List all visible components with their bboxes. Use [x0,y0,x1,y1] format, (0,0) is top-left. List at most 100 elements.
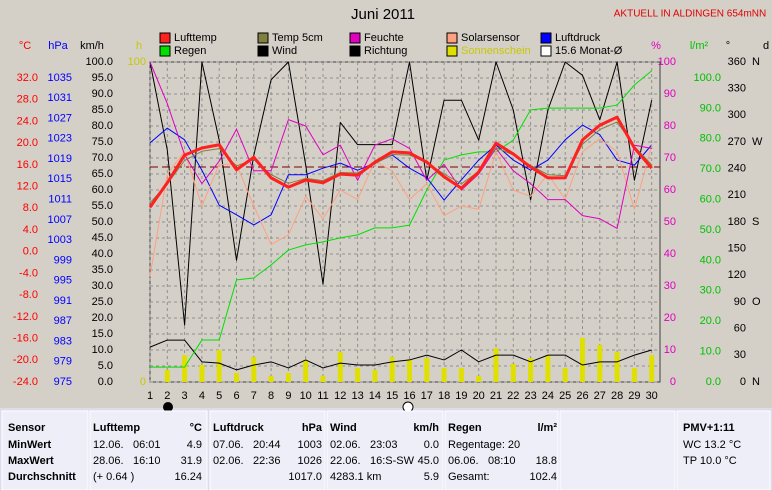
y-tick-label: 180 [728,216,746,228]
y-tick-label: 300 [728,109,746,121]
x-tick-label: 21 [490,390,502,402]
table-value: Gesamt: [448,471,490,483]
y-tick-label: 40.0 [92,248,113,260]
y-tick-label: -4.0 [19,267,38,279]
table-value: 1003 [298,439,322,451]
axis-unit: % [651,40,661,52]
y-tick-label: 10.0 [700,346,721,358]
table-header-unit: °C [190,422,202,434]
table-value: 23:03 [370,439,398,451]
compass-label: O [752,296,761,308]
series-line [149,124,653,226]
x-tick-label: 1 [147,390,153,402]
y-tick-label: 4.0 [23,224,38,236]
y-tick-label: 40.0 [700,254,721,266]
table-value: 22:36 [253,455,281,467]
axis-unit: ° [726,40,730,52]
x-tick-label: 6 [233,390,239,402]
y-tick-label: 1019 [48,153,72,165]
legend-swatch [446,45,458,57]
y-tick-label: 0 [670,376,676,388]
sunshine-bar [562,367,568,382]
y-tick-label: 991 [54,295,72,307]
y-tick-label: 80 [664,120,676,132]
y-tick-label: 60.0 [700,194,721,206]
row-label: Durchschnitt [8,471,76,483]
y-tick-label: 995 [54,275,72,287]
sunshine-bar [234,373,239,382]
legend-swatch [257,32,269,44]
axis-unit: km/h [80,40,104,52]
y-tick-label: 120 [728,269,746,281]
table-value: 45.0 [418,455,439,467]
legend-swatch [540,45,552,57]
y-tick-label: 5.0 [98,360,113,372]
y-tick-label: 30 [664,280,676,292]
y-tick-label: -20.0 [13,354,38,366]
sunshine-bar [614,351,620,382]
axis-unit: hPa [48,40,68,52]
y-tick-label: 1011 [48,194,72,206]
y-tick-label: 983 [54,335,72,347]
y-tick-label: 60 [734,323,746,335]
legend-label: Wind [272,45,297,57]
sunshine-bar [389,357,395,382]
y-tick-label: 0.0 [706,376,721,388]
table-header-unit: km/h [413,422,439,434]
sunshine-bar [407,359,412,382]
legend-swatch [349,45,361,57]
table-cell [1,410,89,490]
x-tick-label: 30 [646,390,658,402]
sunshine-bar [182,355,188,382]
series-line [149,61,653,326]
y-tick-label: 10 [664,344,676,356]
x-tick-label: 9 [285,390,291,402]
table-value: 4283.1 km [330,471,381,483]
station-label: AKTUELL IN ALDINGEN 654mNN [614,9,766,20]
legend-swatch [446,32,458,44]
legend-label: Feuchte [364,32,404,44]
sunshine-bar [199,365,205,382]
table-value: 0.0 [424,439,439,451]
y-tick-label: 90.0 [700,102,721,114]
x-tick-label: 17 [421,390,433,402]
y-tick-label: 90 [664,88,676,100]
legend-label: Luftdruck [555,32,601,44]
y-tick-label: 80.0 [700,133,721,145]
legend-swatch [349,32,361,44]
table-header: Lufttemp [93,422,140,434]
sunshine-bar [631,367,637,382]
table-value: 16.24 [174,471,202,483]
y-tick-label: 90 [734,296,746,308]
y-tick-label: 50 [664,216,676,228]
row-label: MinWert [8,439,52,451]
y-tick-label: 1035 [48,72,72,84]
y-tick-label: 50.0 [92,216,113,228]
y-tick-label: 30.0 [92,280,113,292]
legend-label: Solarsensor [461,32,520,44]
y-tick-label: 150 [728,243,746,255]
x-tick-label: 7 [251,390,257,402]
y-tick-label: 60.0 [92,184,113,196]
table-value: 08:10 [488,455,516,467]
y-tick-label: 20.0 [17,137,38,149]
y-tick-label: 16.0 [17,159,38,171]
y-tick-label: 0 [140,376,146,388]
y-tick-label: 20.0 [92,312,113,324]
y-tick-label: 45.0 [92,232,113,244]
y-tick-label: 1023 [48,133,72,145]
legend-swatch [159,32,171,44]
table-value: Regentage: 20 [448,439,520,451]
table-cell [326,410,444,490]
y-tick-label: 30.0 [700,285,721,297]
y-tick-label: 360 [728,56,746,68]
table-header-unit: hPa [302,422,323,434]
sunshine-bar [337,351,343,382]
y-tick-label: 75.0 [92,136,113,148]
y-tick-label: 20.0 [700,315,721,327]
x-tick-label: 27 [594,390,606,402]
table-value: 1026 [298,455,322,467]
x-tick-label: 4 [199,390,205,402]
y-tick-label: 50.0 [700,224,721,236]
